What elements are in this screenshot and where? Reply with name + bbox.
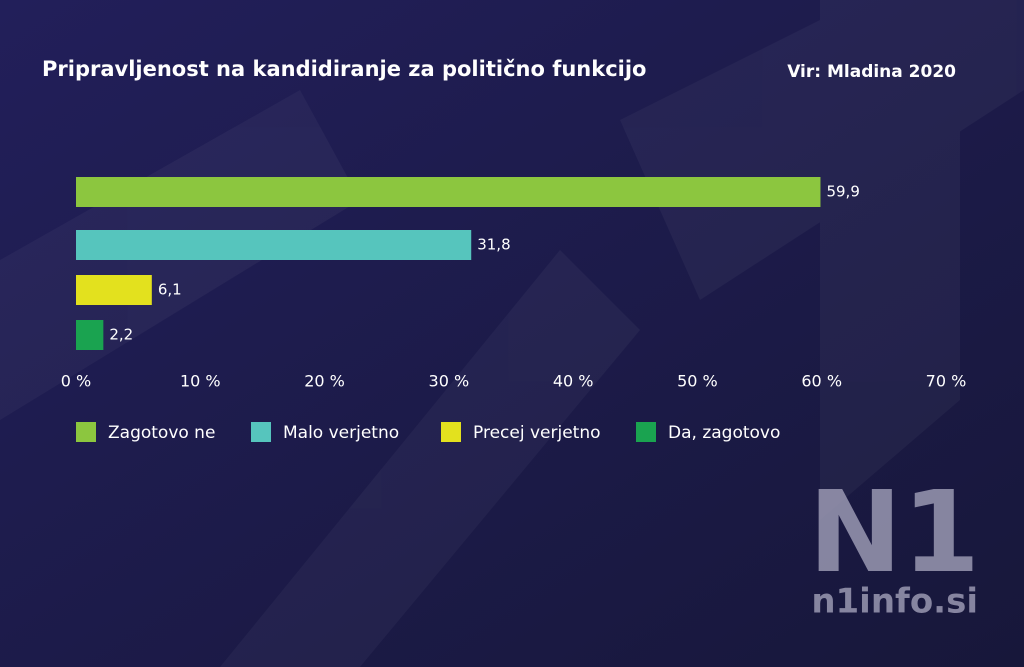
chart-title: Pripravljenost na kandidiranje za politi… — [42, 57, 646, 81]
source: Vir: Mladina 2020 — [787, 62, 956, 82]
legend-swatch — [636, 422, 656, 442]
x-tick-label: 0 % — [61, 372, 91, 391]
x-tick-label: 30 % — [429, 372, 470, 391]
legend-swatch — [251, 422, 271, 442]
legend-swatch — [76, 422, 96, 442]
x-tick-label: 70 % — [926, 372, 967, 391]
bar — [76, 320, 104, 350]
value-label: 6,1 — [158, 281, 182, 299]
value-label: 59,9 — [826, 183, 859, 201]
x-tick-label: 20 % — [304, 372, 345, 391]
bar — [76, 177, 821, 207]
bar — [76, 275, 152, 305]
watermark-logo: N1 — [808, 468, 980, 598]
legend-label: Precej verjetno — [473, 423, 601, 443]
watermark-site: n1info.si — [811, 582, 978, 622]
bar — [76, 230, 472, 260]
value-label: 31,8 — [477, 236, 510, 254]
legend-swatch — [441, 422, 461, 442]
x-tick-label: 50 % — [677, 372, 718, 391]
legend-label: Da, zagotovo — [668, 423, 780, 443]
x-tick-label: 60 % — [801, 372, 842, 391]
legend-label: Malo verjetno — [283, 423, 399, 443]
legend-label: Zagotovo ne — [108, 423, 215, 443]
value-label: 2,2 — [109, 326, 133, 344]
x-tick-label: 40 % — [553, 372, 594, 391]
x-tick-label: 10 % — [180, 372, 221, 391]
